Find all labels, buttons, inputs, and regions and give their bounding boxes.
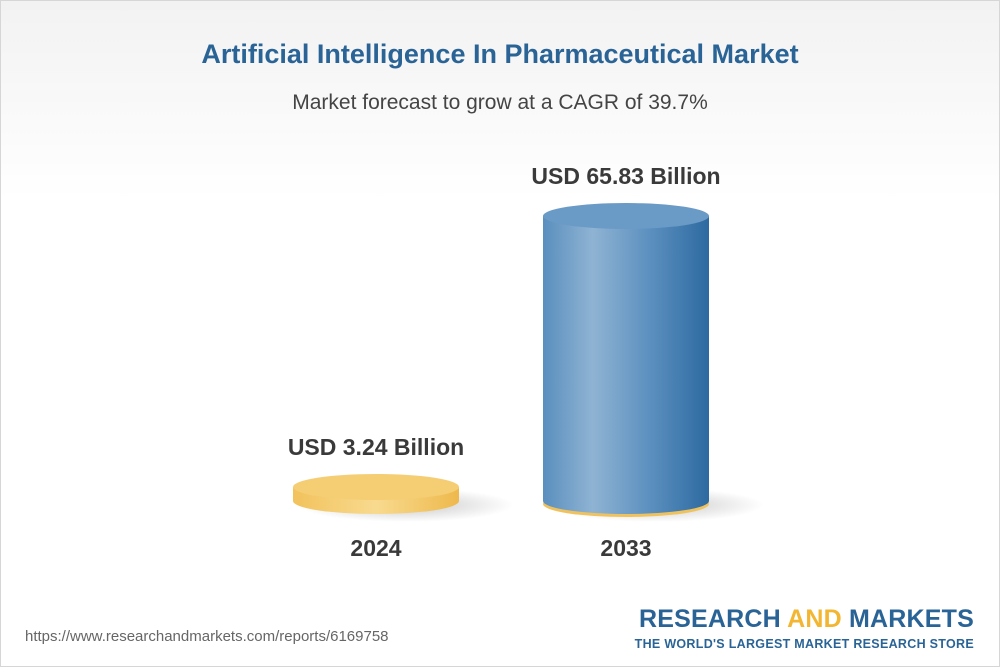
brand-tagline: THE WORLD'S LARGEST MARKET RESEARCH STOR… [634, 637, 974, 651]
bar-top [543, 203, 709, 229]
chart-subtitle: Market forecast to grow at a CAGR of 39.… [292, 91, 708, 114]
category-label: 2033 [600, 535, 651, 561]
chart-title: Artificial Intelligence In Pharmaceutica… [201, 39, 799, 69]
brand-name: RESEARCH AND MARKETS [635, 605, 974, 633]
chart-plot: USD 3.24 Billion 2024 USD 65.83 Billion 203… [288, 163, 764, 561]
brand-name-accent: AND [787, 605, 842, 633]
source-url[interactable]: https://www.researchandmarkets.com/repor… [25, 628, 389, 645]
data-label: USD 3.24 Billion [288, 434, 464, 460]
bar-top [293, 473, 459, 500]
data-label: USD 65.83 Billion [531, 163, 720, 189]
category-label: 2024 [350, 535, 401, 561]
bar [543, 216, 709, 514]
brand-name-part3: MARKETS [841, 605, 974, 633]
brand-logo: RESEARCH AND MARKETS THE WORLD'S LARGEST… [635, 605, 974, 651]
brand-name-part1: RESEARCH [638, 605, 788, 633]
